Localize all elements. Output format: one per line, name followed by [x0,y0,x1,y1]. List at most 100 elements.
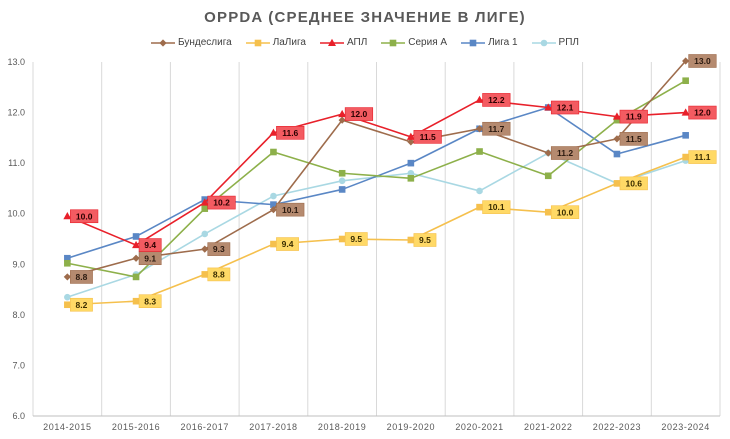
series-3-point [682,77,689,85]
data-label-box [344,232,368,246]
series-0-point [269,206,278,214]
series-2-point [406,132,415,140]
data-label: 9.4 [138,238,162,252]
data-label-value: 11.5 [626,134,642,144]
data-label-box [276,237,299,251]
series-1-line [67,156,686,306]
data-label-value: 9.1 [144,253,156,263]
series-2-point [475,95,484,103]
data-label: 12.0 [688,105,717,120]
series-2-point [681,108,690,116]
chart-title: OPPDA (СРЕДНЕЕ ЗНАЧЕНИЕ В ЛИГЕ) [204,9,526,26]
data-label: 9.3 [207,242,231,256]
series-3-point [613,116,621,124]
data-label-box [550,100,580,115]
data-label-value: 8.8 [76,272,88,282]
data-label: 9.1 [138,251,162,266]
data-label: 11.7 [482,121,511,136]
series-5-point [338,177,346,185]
x-tick-label: 2015-2016 [112,422,160,432]
series-5-point [64,293,71,301]
series-2-point [132,240,141,249]
series-3-point [476,148,483,155]
data-label: 10.6 [619,176,648,191]
series-5-point [201,230,209,238]
data-label-value: 9.4 [144,240,156,250]
y-tick-label: 8.0 [12,310,25,320]
y-tick-label: 12.0 [7,108,25,118]
series-0-point [338,116,346,124]
series-4-point [132,233,140,240]
legend-item: РПЛ [531,37,579,48]
data-label-value: 9.5 [350,234,362,244]
data-label-box [413,130,442,144]
legend-item: Серия А [381,37,447,48]
series-1-point [132,297,140,305]
legend-item: Бундеслига [151,37,232,48]
data-label-box [619,109,648,124]
series-1-group [64,153,689,309]
data-label: 12.1 [550,100,580,115]
series-4-point [338,186,346,193]
series-0-point [201,245,209,253]
data-label-value: 10.1 [282,205,299,215]
data-label-value: 12.0 [694,108,711,118]
legend-item: АПЛ [319,37,367,48]
series-4-point [270,201,277,208]
data-label: 9.5 [344,232,368,246]
data-label-value: 10.0 [76,211,93,221]
series-0-point [407,138,415,146]
legend-swatch [319,38,344,46]
data-label-value: 12.2 [488,95,505,105]
series-2-point [269,128,278,136]
data-label-value: 11.5 [420,132,436,142]
series-2-point [200,198,209,206]
legend-swatch-marker [469,39,477,46]
legend-swatch [461,39,486,46]
x-tick-label: 2019-2020 [387,422,435,432]
data-label: 8.8 [207,267,231,282]
x-tick-label: 2022-2023 [593,422,641,432]
data-label-value: 8.2 [76,300,88,310]
data-label-value: 10.1 [488,202,505,212]
y-tick-label: 11.0 [8,158,25,168]
series-1-point [544,208,552,216]
legend-label: Бундеслига [178,37,232,48]
series-0-point [682,57,690,65]
series-3-point [201,205,209,212]
data-label-value: 8.3 [144,296,156,306]
data-label-box [482,121,511,136]
data-label-box [207,195,236,210]
legend-swatch-marker [540,39,547,46]
legend-swatch [151,38,176,47]
series-1-point [338,235,346,243]
data-label: 9.5 [413,233,437,247]
data-label-box [482,200,511,214]
series-0-line [67,60,687,278]
data-label: 11.2 [550,146,580,160]
data-label-value: 10.6 [625,178,642,188]
data-label-box [276,126,305,140]
data-label-value: 11.2 [557,148,573,158]
legend-swatch-marker [254,39,261,46]
data-label-value: 12.0 [351,109,368,119]
data-label-box [550,205,580,219]
data-label-box [138,238,162,252]
series-0-point [475,125,484,133]
data-label: 11.5 [619,132,648,146]
legend-item: ЛаЛига [245,37,306,48]
data-label-box [70,209,99,224]
data-label: 10.0 [550,205,580,219]
series-2-point [612,112,621,120]
series-1-point [64,301,71,309]
series-3-point [407,175,415,182]
data-label-box [482,93,511,107]
series-3-point [338,169,346,177]
data-label: 8.2 [70,297,93,312]
data-label-value: 13.0 [694,56,711,66]
data-label: 12.2 [482,93,511,107]
data-label: 10.0 [70,209,99,224]
data-label-box [550,146,580,160]
series-2-line [67,99,686,246]
